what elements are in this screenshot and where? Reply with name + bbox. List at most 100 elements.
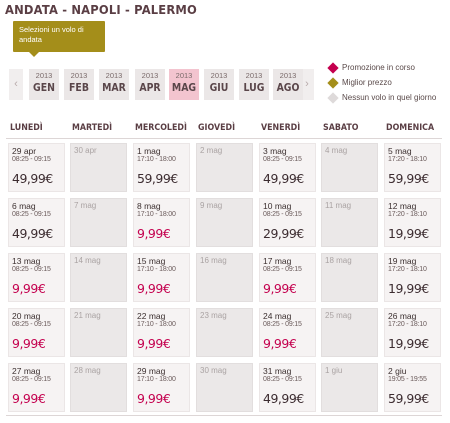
flight-price: 29,99€ (263, 226, 304, 241)
legend-item-promo: Promozione in corso (327, 62, 436, 77)
day-date: 5 mag (388, 146, 412, 156)
calendar-day-flight[interactable]: 6 mag 08:25 - 09:15 49,99€ (8, 198, 65, 247)
calendar-day-flight[interactable]: 22 mag 17:10 - 18:00 9,99€ (133, 308, 190, 357)
diamond-icon (327, 77, 339, 89)
flight-time: 08:25 - 09:15 (263, 156, 302, 163)
flight-price: 19,99€ (388, 281, 429, 296)
day-date: 9 mag (200, 201, 223, 210)
calendar-day-no-flight: 25 mag (321, 308, 378, 357)
month-tab-mag[interactable]: 2013 MAG (169, 69, 199, 100)
month-tab-giu[interactable]: 2013 GIU (204, 69, 234, 100)
calendar-day-flight[interactable]: 19 mag 17:20 - 18:10 19,99€ (384, 253, 441, 302)
day-date: 20 mag (12, 311, 41, 321)
day-date: 24 mag (263, 311, 292, 321)
month-tab-year: 2013 (70, 71, 88, 80)
flight-time: 08:25 - 09:15 (263, 266, 302, 273)
day-date: 3 mag (263, 146, 287, 156)
flight-price: 9,99€ (12, 336, 46, 351)
calendar-day-flight[interactable]: 8 mag 17:10 - 18:00 9,99€ (133, 198, 190, 247)
flight-price: 19,99€ (388, 226, 429, 241)
month-tab-feb[interactable]: 2013 FEB (64, 69, 94, 100)
month-tab-gen[interactable]: 2013 GEN (29, 69, 59, 100)
month-tab-label: MAG (171, 81, 197, 94)
day-header: MARTEDÌ (72, 123, 113, 133)
calendar-day-flight[interactable]: 26 mag 17:20 - 18:10 19,99€ (384, 308, 441, 357)
day-header: VENERDÌ (261, 123, 301, 133)
month-tab-label: LUG (243, 81, 265, 94)
flight-time: 08:25 - 09:15 (12, 321, 51, 328)
calendar-day-no-flight: 23 mag (196, 308, 253, 357)
month-tab-label: GIU (209, 81, 229, 94)
calendar-day-no-flight: 30 apr (70, 143, 127, 192)
flight-time: 08:25 - 09:15 (12, 266, 51, 273)
calendar-day-flight[interactable]: 2 giu 19:05 - 19:55 59,99€ (384, 363, 441, 412)
month-tab-apr[interactable]: 2013 APR (135, 69, 165, 100)
day-header: DOMENICA (386, 123, 435, 133)
day-date: 23 mag (200, 311, 227, 320)
calendar-day-flight[interactable]: 29 apr 08:25 - 09:15 49,99€ (8, 143, 65, 192)
flight-price: 9,99€ (137, 391, 171, 406)
flight-price: 9,99€ (137, 336, 171, 351)
prev-month-arrow-icon[interactable]: ‹ (9, 69, 23, 100)
day-date: 1 giu (325, 366, 343, 375)
month-tab-ago[interactable]: 2013 AGO (273, 69, 303, 100)
day-date: 10 mag (263, 201, 292, 211)
day-date: 28 mag (74, 366, 101, 375)
month-tab-year: 2013 (210, 71, 228, 80)
flight-time: 17:10 - 18:00 (137, 211, 176, 218)
month-tab-label: GEN (33, 81, 55, 94)
month-tab-label: APR (139, 81, 161, 94)
month-tab-lug[interactable]: 2013 LUG (239, 69, 269, 100)
tooltip: Selezioni un volo di andata (13, 21, 105, 57)
calendar-day-flight[interactable]: 24 mag 08:25 - 09:15 9,99€ (259, 308, 316, 357)
month-tab-label: MAR (102, 81, 126, 94)
flight-price: 49,99€ (12, 171, 53, 186)
calendar-day-flight[interactable]: 15 mag 17:10 - 18:00 9,99€ (133, 253, 190, 302)
calendar-day-no-flight: 4 mag (321, 143, 378, 192)
flight-time: 17:10 - 18:00 (137, 156, 176, 163)
flight-price: 59,99€ (388, 391, 429, 406)
calendar-day-no-flight: 14 mag (70, 253, 127, 302)
calendar-day-flight[interactable]: 29 mag 17:10 - 18:00 9,99€ (133, 363, 190, 412)
month-tab-year: 2013 (105, 71, 123, 80)
flight-price: 9,99€ (137, 226, 171, 241)
diamond-icon (327, 62, 339, 74)
month-tab-label: FEB (69, 81, 89, 94)
flight-time: 08:25 - 09:15 (12, 376, 51, 383)
day-date: 21 mag (74, 311, 101, 320)
month-tab-label: AGO (276, 81, 300, 94)
day-header: SABATO (323, 123, 359, 133)
calendar-day-flight[interactable]: 12 mag 17:20 - 18:10 19,99€ (384, 198, 441, 247)
flight-time: 17:10 - 18:00 (137, 376, 176, 383)
legend-item-best: Miglior prezzo (327, 77, 436, 92)
calendar-day-no-flight: 1 giu (321, 363, 378, 412)
calendar-day-flight[interactable]: 3 mag 08:25 - 09:15 49,99€ (259, 143, 316, 192)
flight-price: 49,99€ (263, 391, 304, 406)
day-header: LUNEDÌ (10, 123, 43, 133)
calendar-day-flight[interactable]: 1 mag 17:10 - 18:00 59,99€ (133, 143, 190, 192)
calendar-day-flight[interactable]: 31 mag 08:25 - 09:15 49,99€ (259, 363, 316, 412)
day-date: 7 mag (74, 201, 97, 210)
day-date: 27 mag (12, 366, 41, 376)
flight-time: 08:25 - 09:15 (263, 376, 302, 383)
day-date: 12 mag (388, 201, 417, 211)
flight-time: 17:20 - 18:10 (388, 211, 427, 218)
day-date: 1 mag (137, 146, 161, 156)
calendar-day-flight[interactable]: 5 mag 17:20 - 18:10 59,99€ (384, 143, 441, 192)
day-date: 17 mag (263, 256, 292, 266)
next-month-arrow-icon[interactable]: › (300, 69, 314, 100)
flight-time: 17:20 - 18:10 (388, 156, 427, 163)
flight-time: 08:25 - 09:15 (12, 156, 51, 163)
calendar-day-flight[interactable]: 13 mag 08:25 - 09:15 9,99€ (8, 253, 65, 302)
calendar-day-flight[interactable]: 17 mag 08:25 - 09:15 9,99€ (259, 253, 316, 302)
month-tab-year: 2013 (35, 71, 53, 80)
month-tab-year: 2013 (245, 71, 263, 80)
month-tab-mar[interactable]: 2013 MAR (99, 69, 129, 100)
day-header: MERCOLEDÌ (135, 123, 187, 133)
month-tab-year: 2013 (141, 71, 159, 80)
calendar-day-flight[interactable]: 10 mag 08:25 - 09:15 29,99€ (259, 198, 316, 247)
flight-price: 59,99€ (388, 171, 429, 186)
calendar-day-flight[interactable]: 27 mag 08:25 - 09:15 9,99€ (8, 363, 65, 412)
legend-label: Promozione in corso (342, 63, 415, 72)
calendar-day-flight[interactable]: 20 mag 08:25 - 09:15 9,99€ (8, 308, 65, 357)
